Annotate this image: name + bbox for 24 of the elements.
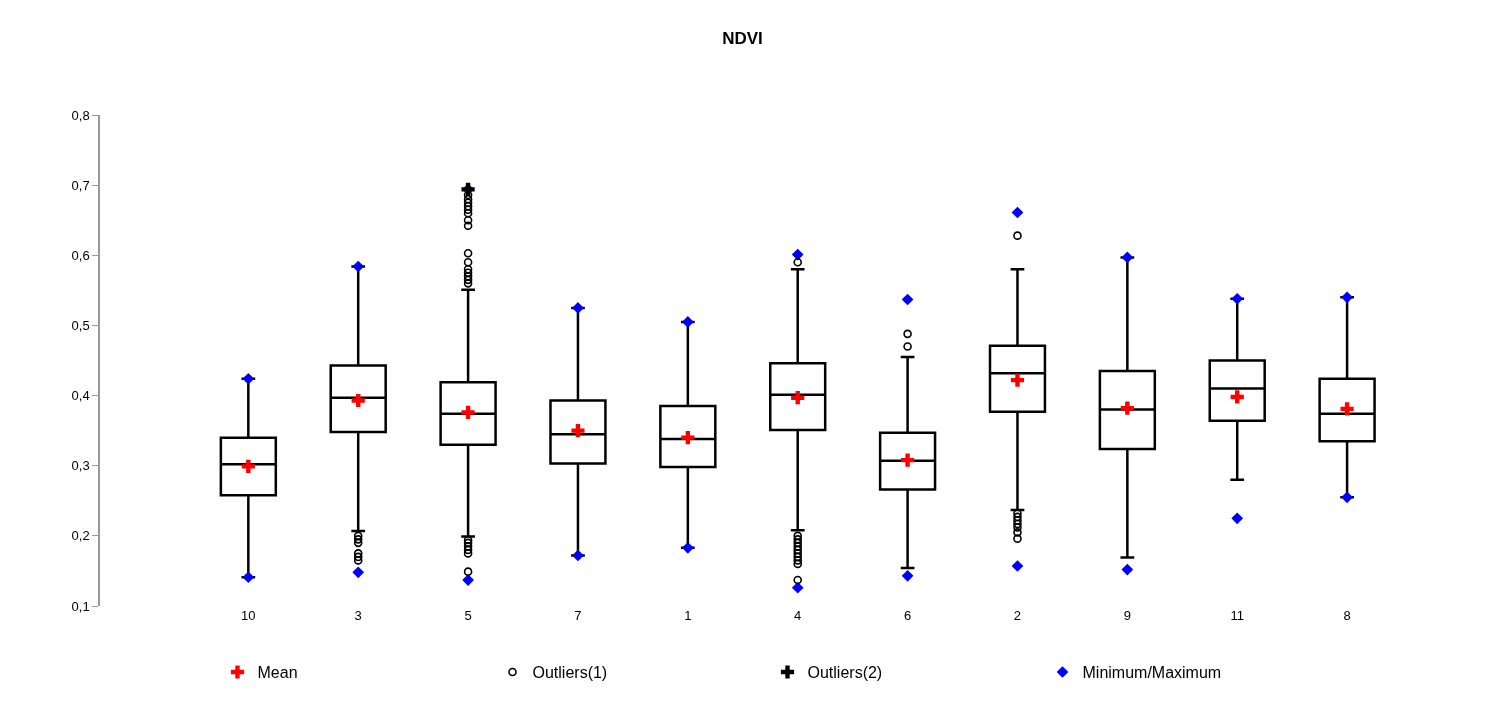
x-tick-label: 1 [684,608,692,623]
x-tick-label: 11 [1230,608,1244,623]
legend-label: Outliers(1) [532,664,608,682]
x-tick-label: 2 [1013,608,1022,623]
x-tick-label: 9 [1123,608,1131,623]
y-tick-label: 0,8 [71,107,90,123]
x-tick-label: 4 [794,608,802,623]
y-tick-label: 0,1 [71,598,90,614]
chart-title: NDVI [722,28,763,48]
x-tick-label: 10 [241,608,256,623]
y-tick-label: 0,5 [71,317,90,333]
x-tick-label: 8 [1343,608,1351,623]
x-tick-label: 3 [354,608,362,623]
y-tick-label: 0,3 [71,458,90,474]
x-tick-label: 5 [464,608,472,623]
y-tick-label: 0,4 [71,388,90,404]
legend-label: Mean [257,664,298,682]
y-tick-label: 0,6 [71,247,90,263]
legend-label: Outliers(2) [807,664,883,682]
x-tick-label: 6 [903,608,912,623]
y-tick-label: 0,7 [71,177,90,193]
x-tick-label: 7 [574,608,582,623]
legend-label: Minimum/Maximum [1082,664,1222,682]
y-tick-label: 0,2 [71,528,90,544]
